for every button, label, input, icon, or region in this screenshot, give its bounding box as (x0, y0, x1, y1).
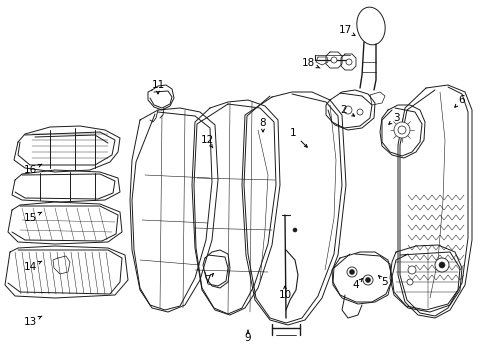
Polygon shape (203, 250, 229, 288)
Text: 3: 3 (388, 113, 399, 124)
Circle shape (349, 270, 354, 274)
Text: 1: 1 (289, 128, 306, 147)
Polygon shape (331, 252, 391, 304)
Polygon shape (12, 170, 120, 202)
Text: 15: 15 (23, 212, 42, 223)
Polygon shape (5, 246, 128, 298)
Circle shape (362, 275, 372, 285)
Circle shape (346, 59, 351, 65)
Polygon shape (8, 202, 122, 244)
Circle shape (406, 279, 412, 285)
Text: 5: 5 (378, 276, 387, 287)
Circle shape (356, 109, 362, 115)
Polygon shape (325, 52, 341, 68)
Polygon shape (315, 57, 327, 65)
Circle shape (365, 278, 370, 283)
Circle shape (397, 126, 405, 134)
Circle shape (393, 122, 409, 138)
Text: 13: 13 (23, 316, 42, 327)
Text: 8: 8 (259, 118, 266, 132)
Circle shape (343, 106, 351, 114)
Circle shape (434, 258, 448, 272)
Circle shape (292, 228, 296, 232)
Polygon shape (192, 100, 280, 315)
Text: 18: 18 (301, 58, 319, 68)
Polygon shape (148, 85, 174, 110)
Circle shape (407, 266, 415, 274)
Text: 12: 12 (200, 135, 213, 148)
Text: 6: 6 (454, 95, 465, 107)
Polygon shape (242, 92, 346, 325)
Polygon shape (53, 256, 70, 274)
Ellipse shape (356, 7, 385, 45)
Text: 17: 17 (338, 25, 354, 36)
Polygon shape (14, 126, 120, 172)
Circle shape (346, 267, 356, 277)
Text: 11: 11 (151, 80, 164, 94)
Text: 7: 7 (203, 274, 213, 285)
Polygon shape (379, 105, 424, 158)
Text: 10: 10 (278, 286, 291, 300)
Text: 14: 14 (23, 261, 42, 272)
Circle shape (330, 57, 336, 63)
Polygon shape (130, 108, 218, 312)
Polygon shape (325, 90, 374, 130)
Text: 4: 4 (352, 279, 362, 290)
Circle shape (438, 262, 444, 268)
Polygon shape (340, 54, 355, 70)
Polygon shape (369, 92, 384, 105)
Text: 2: 2 (340, 105, 354, 116)
Polygon shape (397, 85, 471, 318)
Text: 16: 16 (23, 164, 42, 175)
Text: 9: 9 (244, 330, 251, 343)
Polygon shape (389, 245, 461, 312)
